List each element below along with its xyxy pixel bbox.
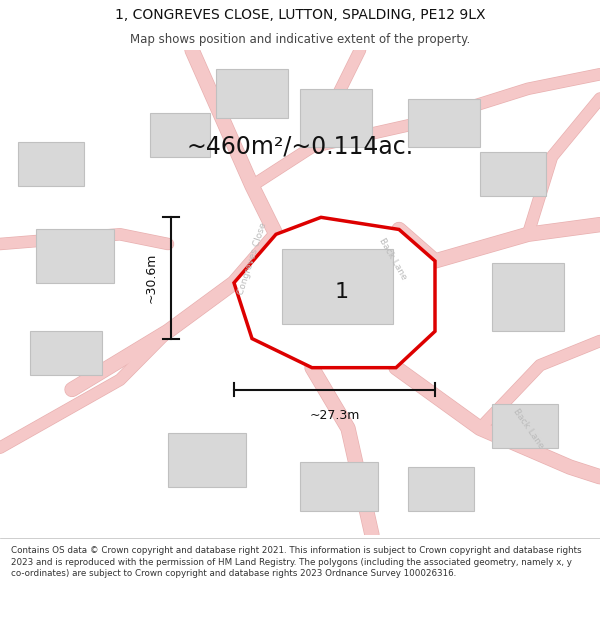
Bar: [30, 331, 102, 375]
Bar: [168, 433, 246, 486]
Bar: [150, 113, 210, 157]
Text: Map shows position and indicative extent of the property.: Map shows position and indicative extent…: [130, 32, 470, 46]
Bar: [18, 142, 84, 186]
Bar: [216, 69, 288, 118]
Bar: [492, 404, 558, 448]
Text: Congreves Close: Congreves Close: [236, 221, 268, 296]
Text: 1, CONGREVES CLOSE, LUTTON, SPALDING, PE12 9LX: 1, CONGREVES CLOSE, LUTTON, SPALDING, PE…: [115, 8, 485, 22]
Bar: [408, 467, 474, 511]
Bar: [300, 89, 372, 147]
Bar: [408, 99, 480, 147]
Bar: [282, 249, 393, 324]
Text: Back Lane: Back Lane: [511, 407, 545, 450]
Bar: [36, 229, 114, 282]
Bar: [480, 152, 546, 196]
Text: 1: 1: [335, 282, 349, 302]
Polygon shape: [234, 217, 435, 368]
Text: ~30.6m: ~30.6m: [145, 253, 158, 303]
Text: ~27.3m: ~27.3m: [310, 409, 359, 422]
Bar: [300, 462, 378, 511]
Bar: [492, 263, 564, 331]
Text: Contains OS data © Crown copyright and database right 2021. This information is : Contains OS data © Crown copyright and d…: [11, 546, 581, 578]
Text: Back Lane: Back Lane: [377, 236, 409, 281]
Text: ~460m²/~0.114ac.: ~460m²/~0.114ac.: [187, 135, 413, 159]
